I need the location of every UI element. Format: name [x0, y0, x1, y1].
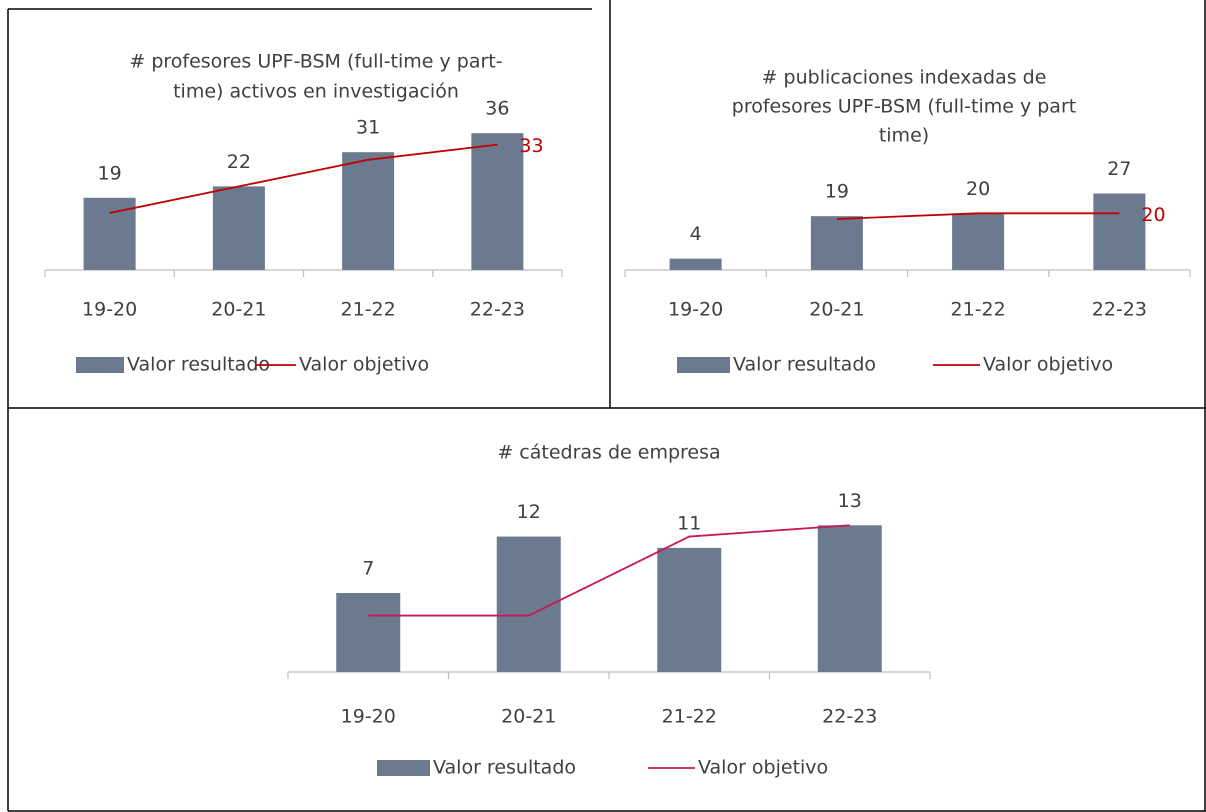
chart-title: # cátedras de empresa	[497, 442, 720, 464]
x-tick-label: 21-22	[951, 299, 1006, 321]
legend-label: Valor resultado	[433, 757, 576, 779]
x-tick-label: 20-21	[501, 706, 556, 728]
bar-label: 19	[825, 181, 849, 203]
bar-label: 4	[690, 223, 702, 245]
bar	[657, 547, 722, 672]
chart-title: # publicaciones indexadas de	[762, 67, 1047, 89]
bar-label: 7	[362, 558, 374, 580]
legend-swatch	[377, 760, 430, 776]
legend-swatch	[76, 357, 124, 373]
chart-title: time) activos en investigación	[173, 81, 459, 103]
bar-label: 13	[838, 490, 862, 512]
x-tick-label: 20-21	[809, 299, 864, 321]
x-tick-label: 21-22	[662, 706, 717, 728]
x-tick-label: 19-20	[341, 706, 396, 728]
line-label: 20	[1141, 204, 1165, 226]
x-tick-label: 20-21	[211, 299, 266, 321]
bar-label: 31	[356, 117, 380, 139]
bar	[471, 133, 524, 270]
bar-label: 20	[966, 178, 990, 200]
legend-label: Valor objetivo	[698, 757, 828, 779]
legend-label: Valor objetivo	[299, 354, 429, 376]
bar	[952, 213, 1005, 270]
bar	[669, 258, 722, 270]
x-tick-label: 19-20	[82, 299, 137, 321]
bar-label: 11	[677, 512, 701, 534]
line	[836, 212, 1120, 220]
chart-title: time)	[879, 125, 929, 147]
x-tick-label: 22-23	[822, 706, 877, 728]
bar	[336, 593, 401, 672]
bar	[212, 186, 265, 270]
line-label: 33	[519, 135, 543, 157]
legend-label: Valor resultado	[127, 354, 270, 376]
bar	[817, 525, 882, 672]
bar-label: 36	[485, 98, 509, 120]
x-tick-label: 22-23	[470, 299, 525, 321]
line	[368, 524, 850, 617]
bar-label: 27	[1107, 158, 1131, 180]
bar-label: 12	[517, 501, 541, 523]
x-tick-label: 22-23	[1092, 299, 1147, 321]
bar	[810, 216, 863, 270]
x-tick-label: 21-22	[341, 299, 396, 321]
bar-label: 19	[98, 162, 122, 184]
line	[109, 143, 498, 214]
cell-borders	[7, 0, 1206, 812]
bar	[1093, 193, 1146, 270]
chart-title: profesores UPF-BSM (full-time y part	[732, 96, 1076, 118]
legend-swatch	[677, 357, 730, 373]
legend-label: Valor objetivo	[983, 354, 1113, 376]
legend-label: Valor resultado	[733, 354, 876, 376]
bar	[342, 152, 395, 270]
bar-label: 22	[227, 151, 251, 173]
chart-title: # profesores UPF-BSM (full-time y part-	[129, 51, 502, 73]
x-tick-label: 19-20	[668, 299, 723, 321]
